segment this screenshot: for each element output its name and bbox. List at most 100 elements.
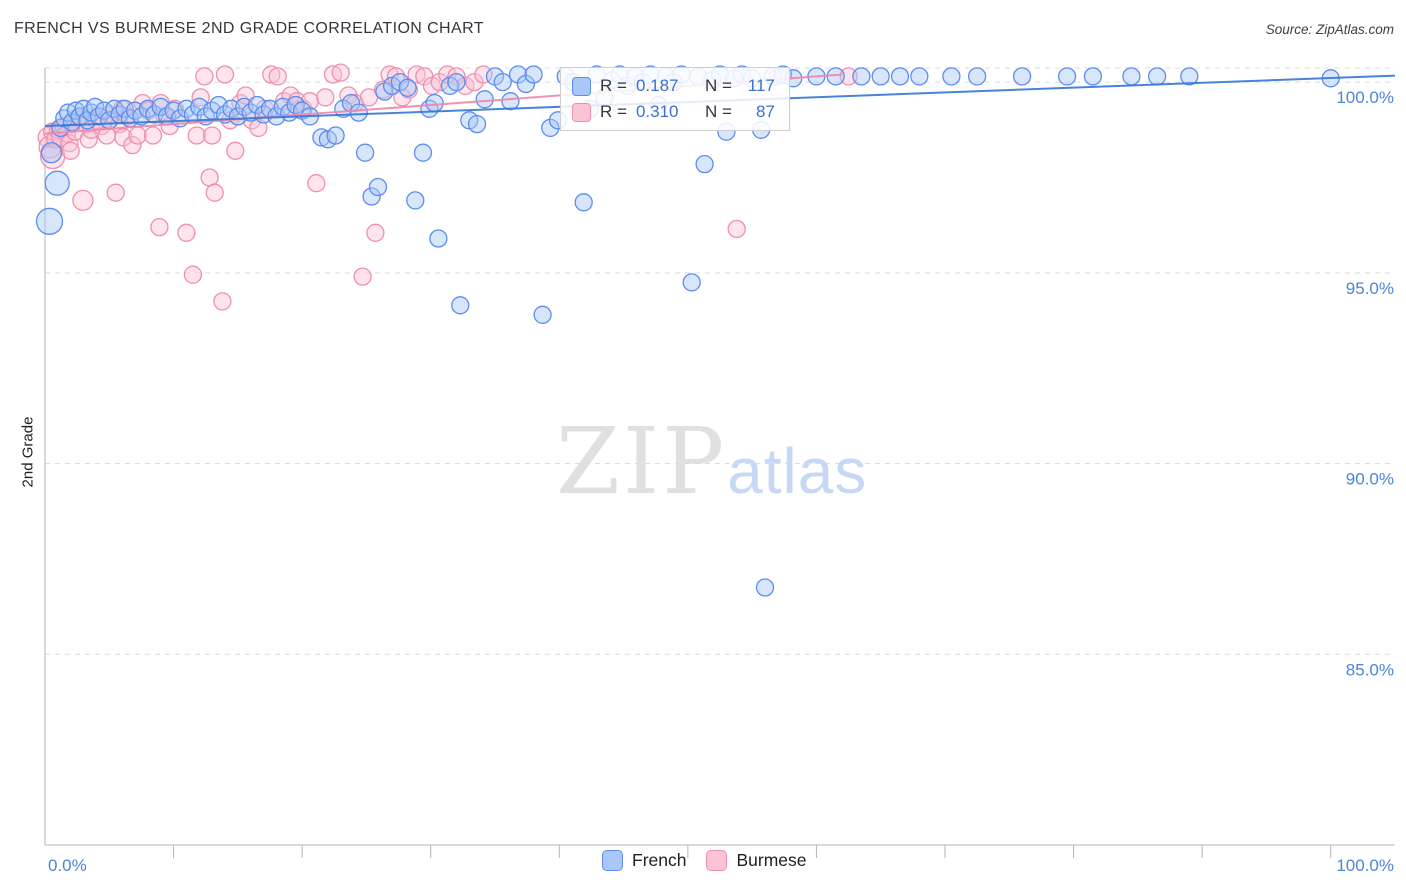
chart-legend: French Burmese	[602, 850, 807, 871]
burmese-point	[177, 223, 196, 242]
burmese-point	[183, 265, 203, 284]
burmese-point	[205, 183, 224, 202]
legend-item-burmese[interactable]: Burmese	[706, 850, 807, 871]
french-point	[413, 143, 433, 162]
r-label: R =	[600, 76, 627, 95]
burmese-point	[331, 63, 350, 82]
french-point	[1083, 67, 1103, 86]
french-point	[695, 154, 714, 174]
french-point	[574, 193, 593, 212]
burmese-point	[200, 168, 219, 187]
burmese-point	[226, 141, 245, 160]
burmese-point	[316, 88, 335, 107]
french-point	[368, 177, 388, 197]
legend-label: French	[632, 850, 687, 870]
french-point	[516, 74, 536, 94]
burmese-point	[456, 76, 475, 96]
n-label: N =	[704, 102, 732, 121]
burmese-point	[195, 67, 214, 86]
r-value: 0.187	[635, 76, 679, 95]
burmese-point	[839, 67, 858, 86]
burmese-point	[213, 292, 232, 311]
french-point	[425, 93, 444, 113]
burmese-point	[143, 126, 163, 145]
n-value: 87	[755, 102, 775, 121]
burmese-point	[307, 174, 326, 193]
french-point	[406, 191, 425, 210]
burmese-point	[249, 118, 268, 138]
french-point	[451, 296, 470, 315]
french-point	[447, 72, 466, 92]
french-point	[105, 99, 124, 118]
y-axis-tick-label: 85.0%	[1346, 660, 1394, 679]
legend-label: Burmese	[736, 850, 807, 870]
source-link[interactable]: Source: ZipAtlas.com	[1265, 22, 1394, 37]
french-point	[85, 97, 105, 117]
french-point	[355, 143, 375, 162]
y-axis-tick-label: 90.0%	[1346, 470, 1394, 489]
french-point	[35, 207, 64, 235]
burmese-swatch-icon	[706, 850, 728, 871]
stats-box: R = 0.187 N = 117 R = 0.310 N = 87	[560, 67, 790, 131]
french-point	[1147, 67, 1167, 86]
burmese-point	[60, 133, 79, 153]
french-point	[852, 67, 871, 86]
x-axis-label-right: 100.0%	[1336, 856, 1394, 875]
burmese-point	[106, 183, 125, 202]
legend-item-french[interactable]: French	[602, 850, 686, 871]
french-swatch-icon	[572, 76, 591, 96]
french-point	[475, 90, 494, 109]
r-value: 0.310	[635, 102, 679, 121]
burmese-point	[187, 126, 206, 145]
french-point	[326, 126, 345, 145]
french-point	[1012, 67, 1032, 86]
burmese-point	[380, 65, 399, 84]
page-title: FRENCH VS BURMESE 2ND GRADE CORRELATION …	[14, 20, 484, 37]
french-point	[40, 142, 63, 164]
french-point	[910, 67, 929, 86]
stats-row-french: R = 0.187 N = 117	[572, 76, 775, 96]
y-axis-tick-label: 100.0%	[1336, 88, 1394, 107]
burmese-point	[72, 189, 94, 212]
burmese-swatch-icon	[572, 102, 591, 122]
r-label: R =	[600, 102, 627, 121]
french-point	[429, 229, 448, 248]
burmese-point	[123, 135, 142, 155]
burmese-point	[128, 126, 147, 145]
burmese-point	[202, 126, 222, 145]
burmese-point	[191, 88, 210, 107]
stats-row-burmese: R = 0.310 N = 87	[572, 102, 775, 122]
french-point	[362, 187, 381, 206]
french-point	[967, 67, 987, 86]
french-point	[1180, 67, 1199, 86]
n-value: 117	[747, 76, 775, 95]
french-point	[524, 65, 543, 84]
french-point	[755, 578, 775, 597]
burmese-point	[61, 141, 80, 160]
french-point	[533, 305, 552, 324]
french-point	[942, 67, 961, 86]
french-point	[682, 273, 701, 292]
burmese-point	[366, 223, 385, 242]
french-point	[398, 78, 417, 97]
burmese-point	[38, 135, 62, 159]
burmese-point	[268, 67, 287, 86]
burmese-point	[727, 219, 746, 239]
burmese-point	[215, 65, 235, 84]
burmese-point	[353, 267, 372, 286]
burmese-point	[150, 217, 169, 237]
french-point	[541, 118, 560, 138]
french-point	[44, 170, 70, 196]
burmese-point	[474, 65, 493, 84]
burmese-point	[262, 65, 281, 84]
french-point	[349, 103, 368, 122]
french-point	[1057, 67, 1077, 86]
french-point	[501, 92, 520, 111]
french-swatch-icon	[602, 850, 623, 871]
french-point	[871, 67, 890, 86]
french-point	[312, 128, 331, 147]
x-axis-label-left: 0.0%	[48, 856, 87, 875]
french-point	[1122, 67, 1141, 86]
french-point	[890, 67, 910, 86]
